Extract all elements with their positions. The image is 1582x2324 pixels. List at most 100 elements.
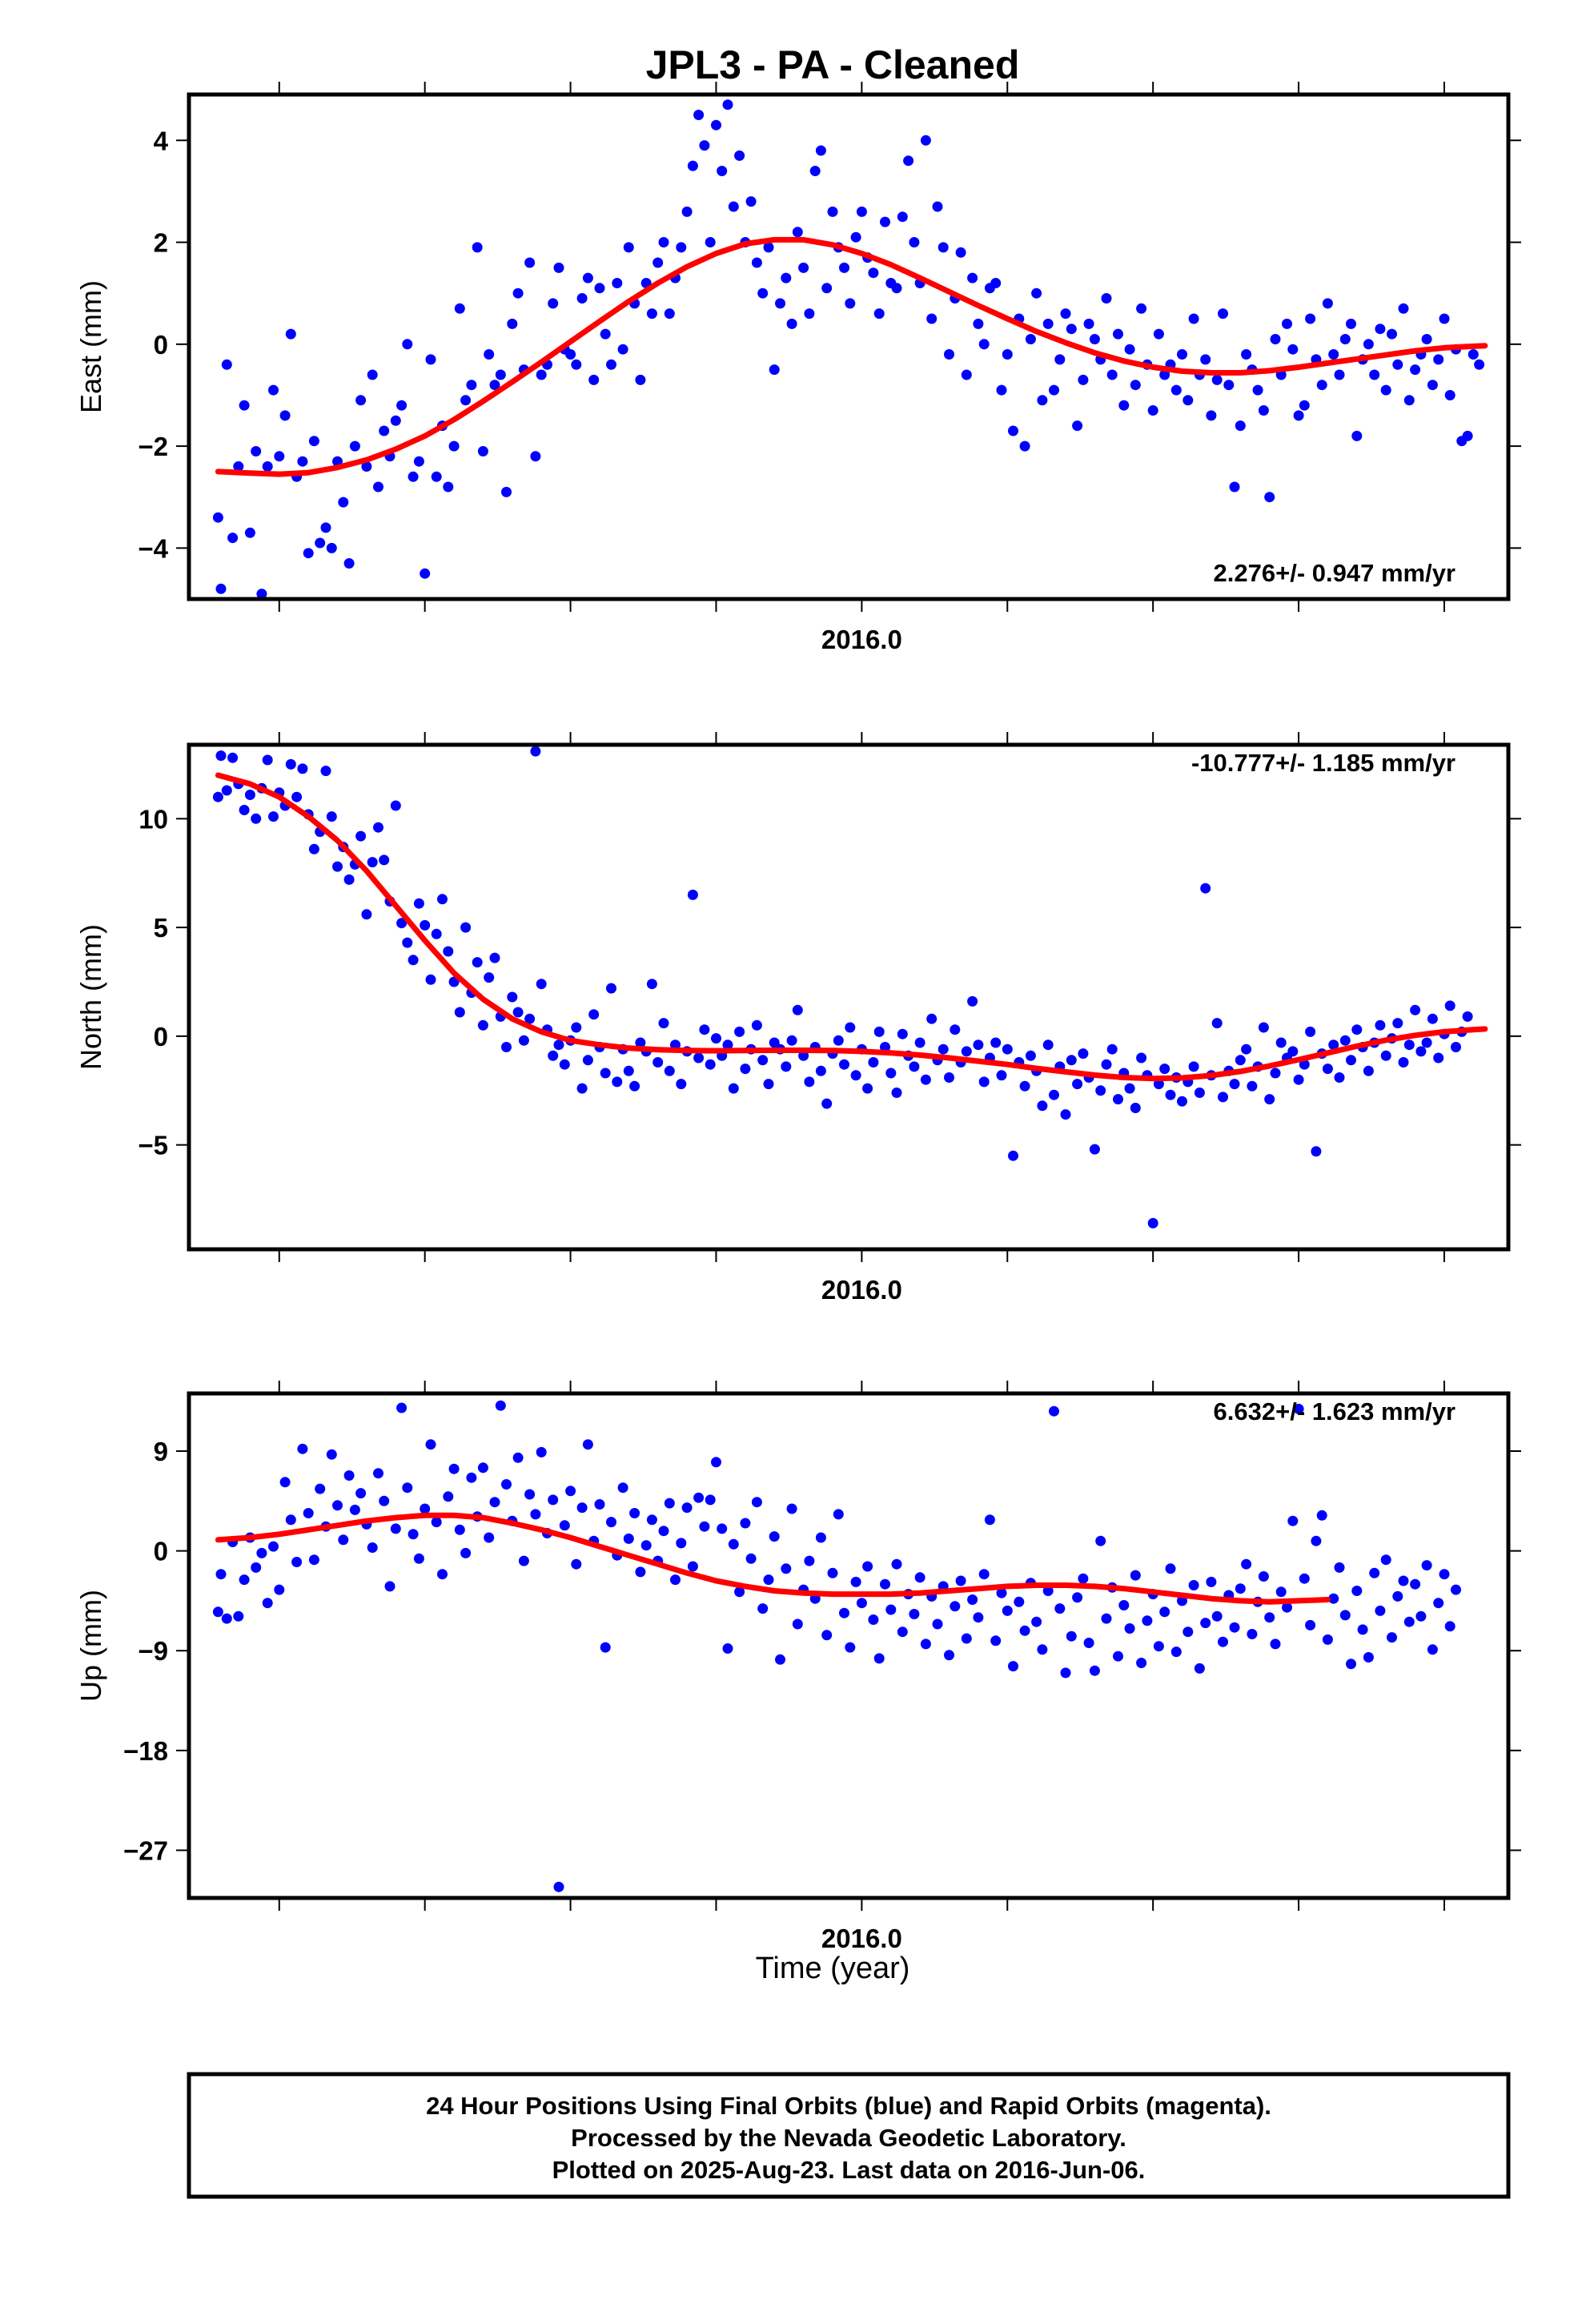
north-data-point [1398, 1057, 1409, 1068]
up-data-point [559, 1520, 570, 1531]
up-data-point [390, 1523, 401, 1534]
north-data-point [553, 1039, 564, 1051]
east-data-point [408, 471, 419, 482]
east-data-point [827, 206, 838, 217]
footer-line-1: 24 Hour Positions Using Final Orbits (bl… [426, 2092, 1271, 2120]
up-data-point [367, 1542, 378, 1553]
north-data-point [1346, 1055, 1356, 1066]
north-points [212, 746, 1473, 1228]
north-data-point [477, 1019, 488, 1031]
up-data-point [402, 1482, 413, 1494]
north-data-point [693, 1052, 705, 1063]
up-data-point [1403, 1616, 1415, 1627]
north-data-point [1147, 1217, 1158, 1228]
up-data-point [1439, 1569, 1450, 1580]
up-data-point [1136, 1658, 1147, 1668]
east-data-point [308, 436, 319, 447]
north-data-point [1101, 1059, 1112, 1070]
east-data-point [1147, 405, 1158, 416]
east-data-point [815, 145, 826, 156]
up-data-point [1095, 1535, 1106, 1546]
east-data-point [926, 313, 938, 324]
up-data-point [1305, 1619, 1316, 1630]
north-data-point [1375, 1019, 1386, 1031]
up-data-point [885, 1604, 897, 1615]
east-data-point [1398, 303, 1409, 314]
east-data-point [1177, 349, 1187, 360]
east-data-point [1252, 384, 1263, 396]
up-data-point [425, 1439, 436, 1450]
north-data-point [629, 1080, 640, 1092]
up-data-point [1387, 1632, 1397, 1643]
east-data-point [390, 415, 401, 426]
up-data-point [845, 1642, 856, 1653]
up-data-point [1194, 1663, 1205, 1674]
up-data-point [1299, 1573, 1310, 1584]
up-y-tick-label: 9 [154, 1437, 168, 1466]
east-data-point [897, 211, 908, 223]
up-data-point [448, 1463, 460, 1474]
east-data-point [809, 166, 821, 176]
up-data-point [751, 1497, 762, 1508]
east-data-point [600, 328, 611, 340]
up-data-point [408, 1529, 419, 1540]
north-data-point [1124, 1083, 1135, 1094]
east-data-point [1106, 369, 1118, 380]
east-data-point [606, 359, 616, 370]
north-data-point [1258, 1022, 1269, 1033]
east-data-point [1241, 349, 1252, 360]
east-data-point [1113, 328, 1123, 340]
up-data-point [291, 1557, 303, 1567]
up-data-point [1322, 1634, 1333, 1645]
up-data-point [1334, 1562, 1345, 1573]
up-data-point [1008, 1661, 1018, 1672]
up-data-point [1072, 1592, 1083, 1603]
east-y-tick-label: 4 [154, 126, 169, 155]
east-data-point [728, 201, 739, 212]
north-data-point [1451, 1042, 1461, 1052]
east-data-point [1427, 380, 1438, 391]
up-data-point [512, 1452, 524, 1463]
north-data-point [1089, 1144, 1100, 1155]
east-data-point [212, 512, 223, 523]
up-data-point [1410, 1578, 1421, 1590]
north-data-point [740, 1063, 751, 1075]
up-data-point [676, 1538, 687, 1549]
up-data-point [1118, 1600, 1130, 1610]
up-y-axis-label: Up (mm) [74, 1590, 107, 1702]
up-data-point [1142, 1615, 1153, 1626]
up-data-point [1275, 1586, 1287, 1598]
up-data-point [1311, 1535, 1322, 1546]
up-data-point [1258, 1571, 1269, 1582]
up-data-point [548, 1494, 559, 1506]
east-data-point [658, 237, 669, 247]
north-data-point [961, 1046, 972, 1057]
up-data-point [973, 1612, 984, 1623]
east-data-point [1008, 425, 1018, 436]
north-data-point [1305, 1026, 1316, 1037]
east-data-point [1025, 334, 1036, 344]
up-data-point [850, 1576, 861, 1587]
up-data-point [565, 1486, 576, 1497]
up-data-point [1060, 1667, 1071, 1679]
east-data-point [1462, 430, 1473, 441]
east-data-point [233, 461, 244, 472]
up-data-point [635, 1566, 646, 1578]
east-data-point [268, 384, 279, 396]
up-data-point [454, 1524, 465, 1535]
north-data-point [355, 830, 367, 842]
east-y-tick-label: −2 [138, 432, 168, 461]
north-data-point [1444, 1000, 1456, 1011]
north-data-point [664, 1065, 675, 1076]
up-data-point [880, 1578, 890, 1590]
up-data-point [775, 1654, 785, 1665]
north-data-point [571, 1022, 582, 1033]
east-data-point [379, 425, 390, 436]
up-data-point [297, 1443, 308, 1454]
north-data-point [978, 1076, 990, 1088]
up-data-point [705, 1494, 716, 1506]
east-data-point [1363, 339, 1374, 350]
up-data-point [1375, 1605, 1386, 1616]
north-data-point [308, 843, 319, 854]
east-data-point [903, 155, 914, 167]
